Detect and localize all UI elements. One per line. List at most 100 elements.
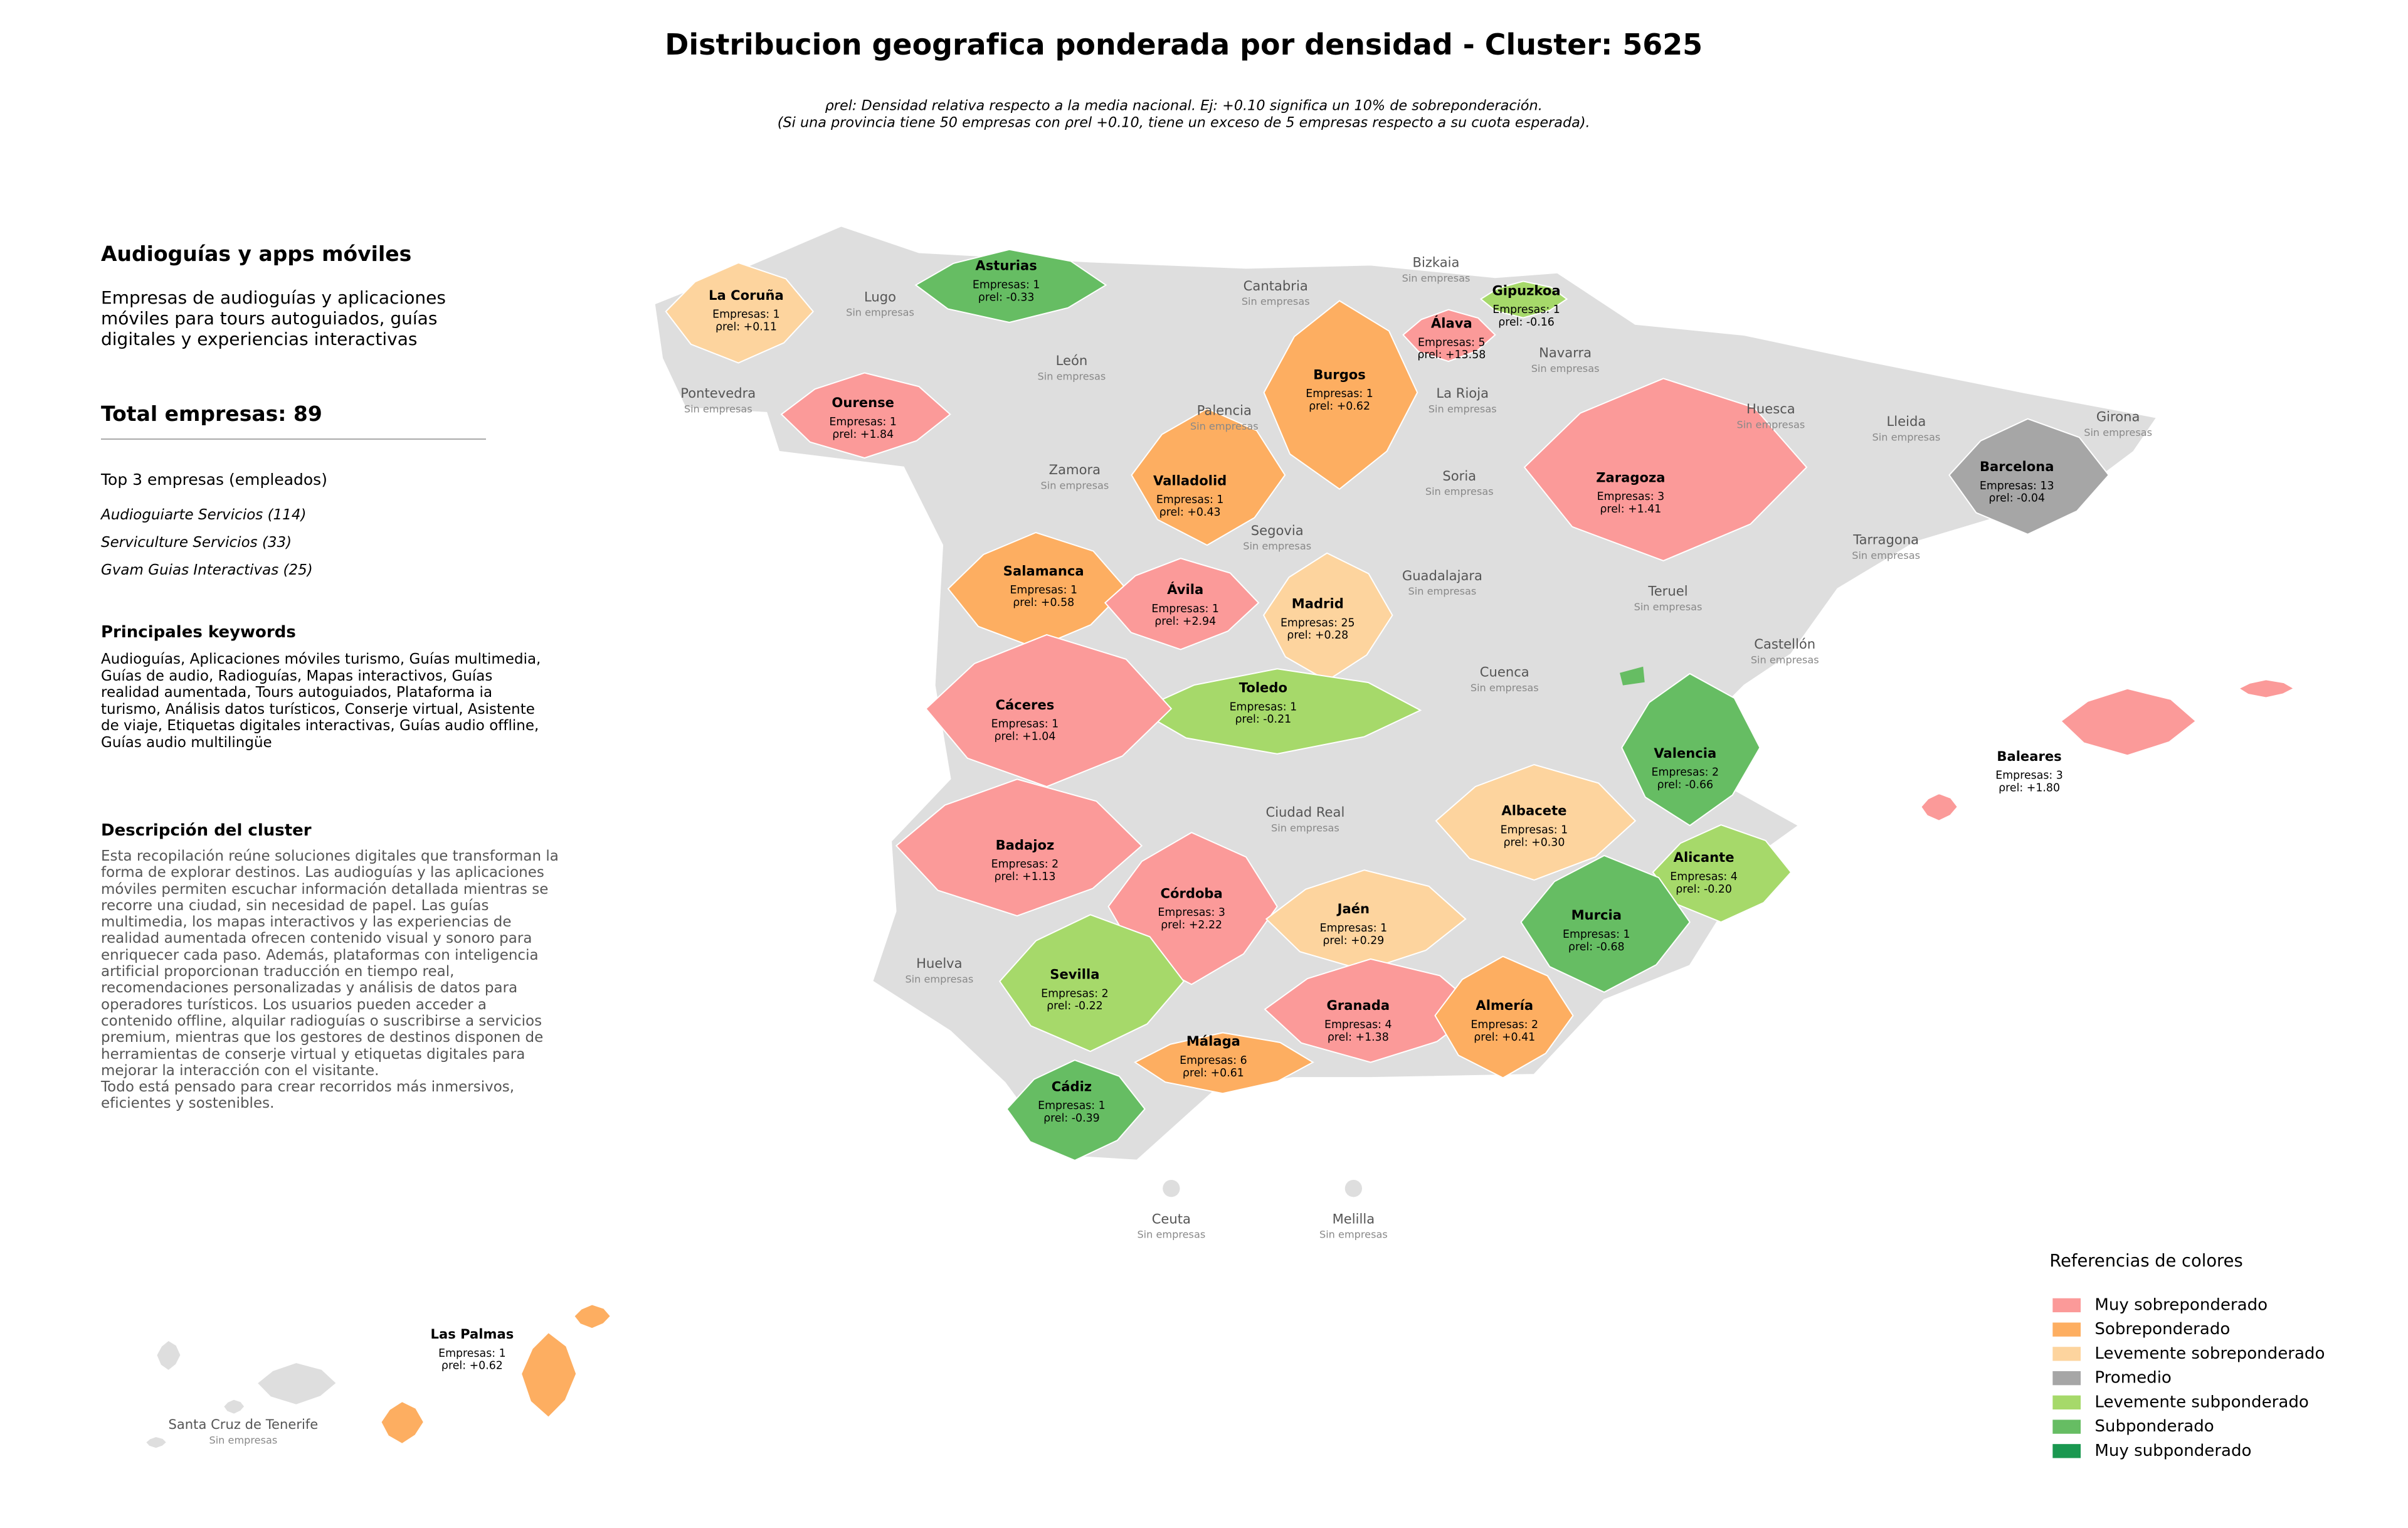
legend-swatch [2052,1371,2081,1386]
province-note: Sin empresas [684,403,752,415]
province-note: Sin empresas [1471,682,1539,694]
province-rho: ρrel: +0.58 [1013,597,1074,609]
top-company: Serviculture Servicios (33) [101,534,292,551]
province-name: Soria [1442,468,1476,484]
province-name: León [1056,353,1088,368]
province-note: Sin empresas [1137,1229,1205,1241]
city-shape [1344,1180,1363,1197]
legend-label: Promedio [2094,1369,2172,1387]
legend-swatch [2052,1419,2081,1434]
province-shape [573,1303,612,1330]
legend-label: Sobreponderado [2094,1320,2230,1339]
province-rho: ρrel: +1.80 [1999,782,2060,794]
province-note: Sin empresas [1852,549,1920,561]
province-rho: ρrel: +1.13 [994,871,1055,883]
province-count: Empresas: 1 [438,1347,506,1360]
legend-label: Levemente sobreponderado [2094,1344,2325,1363]
province-shapes [144,248,2296,1450]
province-shape [780,372,951,459]
province-name: Castellón [1754,636,1815,652]
province-count: Empresas: 3 [1995,770,2063,782]
province-rho: ρrel: +0.61 [1183,1067,1244,1080]
province-note: Sin empresas [1736,418,1805,430]
province-name: Valencia [1654,745,1716,761]
province-shape [1264,958,1481,1063]
province-name: Madrid [1292,595,1344,611]
province-shape [1262,552,1393,682]
subtitle: ρrel: Densidad relativa respecto a la me… [825,97,1543,114]
province-name: Ceuta [1152,1211,1191,1226]
province-rho: ρrel: -0.68 [1568,941,1625,953]
province-name: Asturias [975,258,1037,273]
province-rho: ρrel: -0.16 [1498,316,1555,329]
province-shape [998,914,1185,1053]
subtitle: (Si una provincia tiene 50 empresas con … [778,115,1590,131]
province-count: Empresas: 6 [1180,1054,1247,1067]
province-name: Córdoba [1160,885,1222,901]
province-rho: ρrel: +0.11 [716,321,777,333]
legend-swatch [2052,1322,2081,1337]
province-count: Empresas: 2 [991,858,1059,871]
province-shape [1134,1032,1314,1095]
province-name: Alicante [1674,849,1735,865]
province-count: Empresas: 1 [973,279,1040,291]
province-count: Empresas: 1 [1156,494,1224,506]
top-heading: Top 3 empresas (empleados) [101,470,327,489]
province-name: Tarragona [1852,532,1919,548]
province-rho: ρrel: -0.21 [1235,713,1292,726]
cluster-heading: Descripción del cluster [101,821,312,840]
province-rho: ρrel: +1.41 [1600,503,1661,516]
province-count: Empresas: 1 [1492,304,1560,316]
province-rho: ρrel: +1.84 [832,428,894,441]
province-name: Girona [2096,408,2140,424]
province-name: Baleares [1997,748,2061,764]
province-name: Barcelona [1980,459,2054,474]
legend-label: Muy subponderado [2094,1441,2251,1460]
province-rho: ρrel: -0.33 [978,291,1035,304]
legend-swatch [2052,1395,2081,1410]
province-name: Cuenca [1480,664,1529,680]
province-rho: ρrel: +0.62 [1309,400,1370,413]
province-shape [520,1331,578,1419]
province-rho: ρrel: +0.28 [1287,629,1348,642]
province-shape [1523,378,1808,562]
province-count: Empresas: 4 [1324,1019,1392,1031]
province-rho: ρrel: +13.58 [1417,349,1486,361]
province-rho: ρrel: -0.22 [1047,1000,1103,1012]
province-name: Toledo [1239,680,1287,696]
island-shape [156,1339,182,1372]
island-shape [144,1435,168,1450]
province-count: Empresas: 3 [1597,491,1665,503]
province-note: Sin empresas [1040,479,1109,491]
legend-label: Muy sobreponderado [2094,1295,2268,1314]
province-rho: ρrel: +2.22 [1161,919,1222,931]
province-count: Empresas: 3 [1158,906,1225,919]
province-shape [1948,418,2110,535]
province-note: Sin empresas [2084,427,2152,438]
province-note: Sin empresas [1271,822,1339,834]
province-shape [947,531,1127,649]
province-rho: ρrel: -0.39 [1043,1112,1100,1125]
province-note: Sin empresas [1408,585,1477,597]
province-rho: ρrel: +0.41 [1474,1031,1535,1044]
province-name: Cádiz [1052,1078,1092,1094]
province-rho: ρrel: -0.20 [1676,883,1732,896]
legend-swatch [2052,1298,2081,1313]
province-rho: ρrel: +0.43 [1159,506,1221,519]
province-count: Empresas: 1 [1230,701,1297,713]
province-shape [1263,300,1418,490]
keywords-heading: Principales keywords [101,623,296,642]
province-name: Huelva [916,955,962,971]
province-shape [2237,679,2296,699]
province-name: Murcia [1571,907,1622,923]
province-name: Ourense [832,395,894,410]
province-name: Guadalajara [1402,568,1482,583]
province-shape [665,262,815,364]
province-rho: ρrel: +0.29 [1323,935,1384,947]
divider [101,438,486,440]
province-name: Cantabria [1244,278,1308,294]
province-shape [1520,854,1691,993]
